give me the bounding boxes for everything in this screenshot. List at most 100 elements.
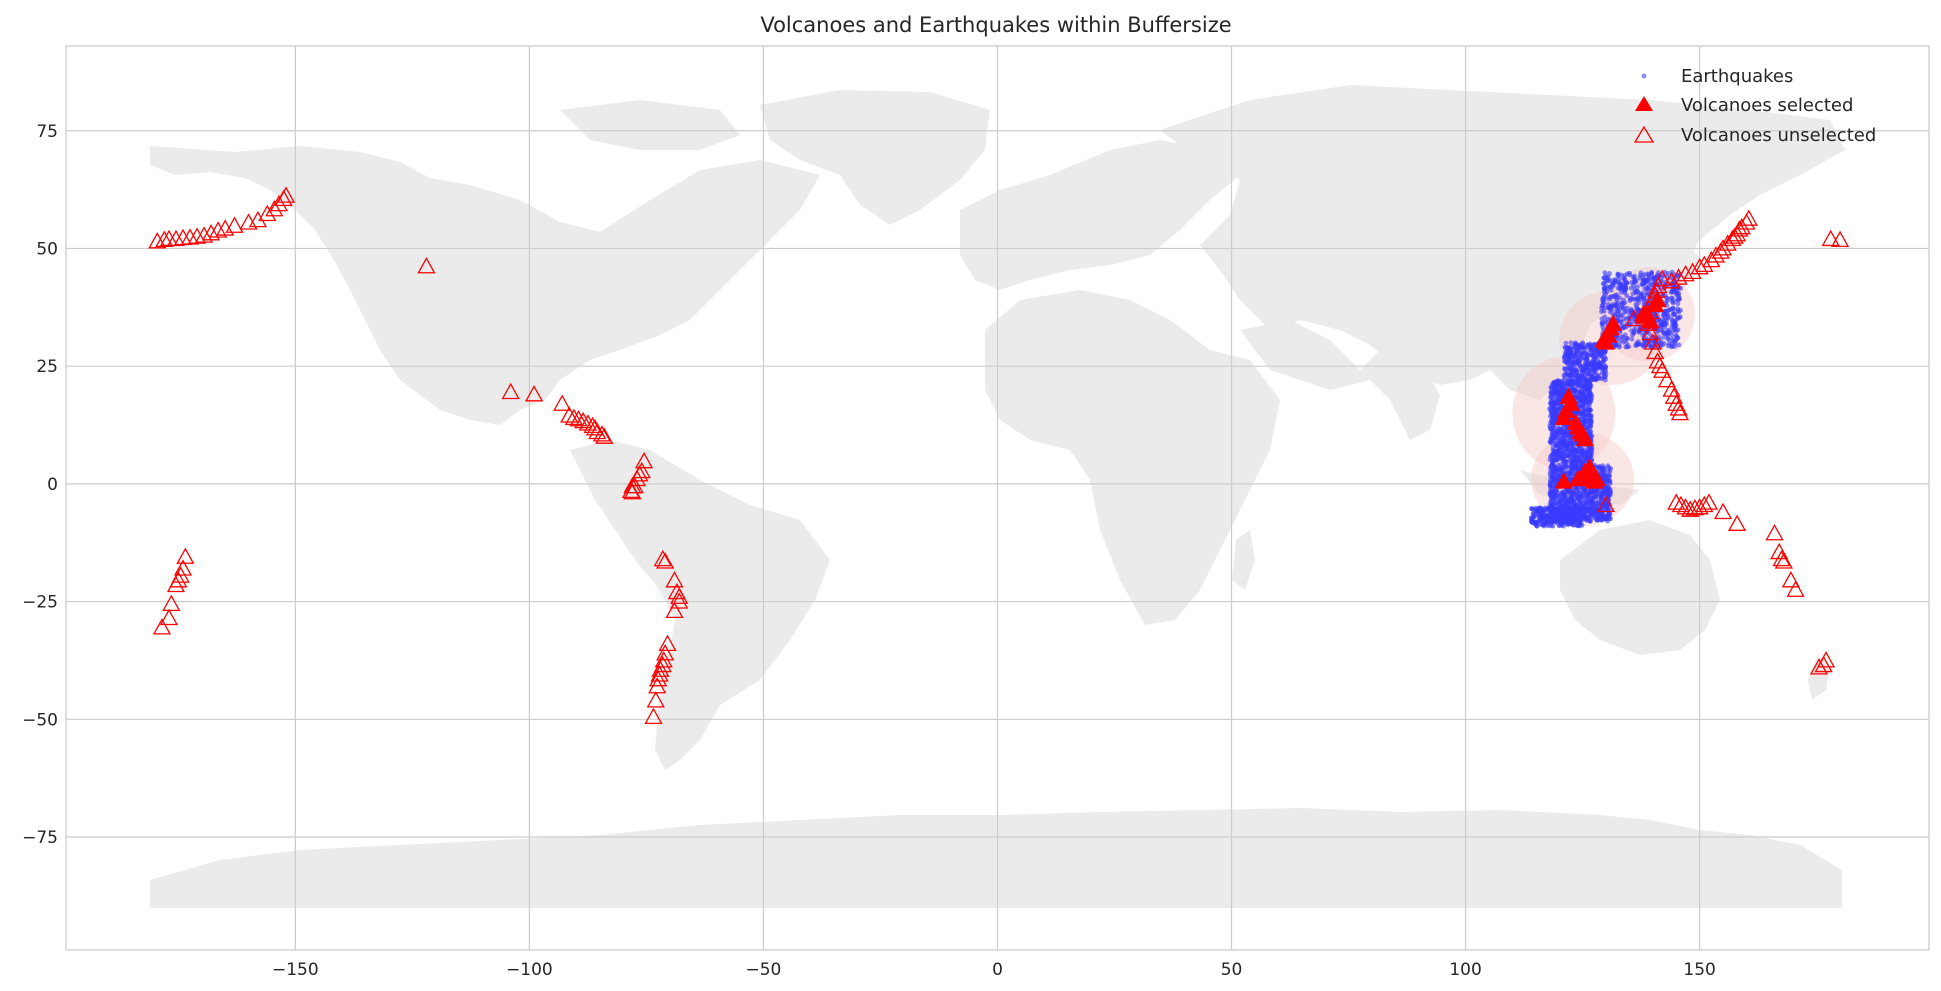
earthquake-point xyxy=(1566,355,1572,361)
earthquake-point xyxy=(1579,368,1585,374)
volcano-unselected-marker xyxy=(265,200,284,217)
earthquake-point xyxy=(1649,271,1654,277)
earthquake-point xyxy=(1529,506,1534,512)
volcano-unselected-marker xyxy=(644,707,663,724)
earthquake-point xyxy=(1602,369,1608,375)
volcano-unselected-marker xyxy=(670,587,689,604)
volcano-unselected-marker xyxy=(248,210,268,228)
earthquake-point xyxy=(1613,313,1619,319)
earthquake-point xyxy=(1594,487,1600,493)
earthquake-point xyxy=(1598,490,1604,496)
earthquake-point xyxy=(1580,340,1586,346)
legend-earthquake-marker xyxy=(1641,73,1647,79)
x-tick-label: 0 xyxy=(992,960,1003,980)
volcano-unselected-marker xyxy=(1699,493,1719,510)
y-tick-label: −25 xyxy=(22,593,58,613)
legend-unselected-label: Volcanoes unselected xyxy=(1681,125,1876,146)
land-arabia-india xyxy=(1240,320,1440,440)
earthquake-point xyxy=(1549,454,1555,460)
volcano-unselected-marker xyxy=(225,216,244,233)
volcano-selected-marker xyxy=(1575,429,1595,447)
earthquake-point xyxy=(1584,509,1590,515)
volcano-unselected-marker xyxy=(155,230,174,248)
x-tick-label: 100 xyxy=(1449,960,1481,980)
earthquake-point xyxy=(1559,451,1565,457)
earthquake-point xyxy=(1629,336,1635,342)
volcano-unselected-marker xyxy=(646,691,665,708)
earthquake-point xyxy=(1651,275,1657,281)
earthquake-point xyxy=(1559,435,1565,441)
earthquake-point xyxy=(1554,500,1559,506)
volcano-unselected-marker xyxy=(1727,514,1747,531)
earthquake-point xyxy=(1556,393,1562,399)
volcano-unselected-marker xyxy=(162,594,181,611)
earthquake-point xyxy=(1632,326,1638,331)
volcano-unselected-marker xyxy=(1732,217,1751,235)
chart-title: Volcanoes and Earthquakes within Buffers… xyxy=(760,13,1231,37)
earthquake-point xyxy=(1577,354,1582,360)
volcano-unselected-marker xyxy=(202,224,221,241)
land-arctic-islands xyxy=(560,100,740,150)
earthquake-point xyxy=(1609,294,1614,300)
earthquake-point xyxy=(1565,379,1571,385)
earthquake-point xyxy=(1552,467,1558,473)
volcano-unselected-marker xyxy=(1713,502,1733,520)
earthquake-point xyxy=(1575,345,1581,350)
earthquake-point xyxy=(1670,305,1676,311)
earthquake-point xyxy=(1559,387,1565,393)
earthquake-point xyxy=(1579,514,1585,519)
x-tick-label: −100 xyxy=(506,960,553,980)
earthquake-point xyxy=(1573,367,1579,373)
land-antarctica xyxy=(150,808,1842,908)
earthquake-point xyxy=(1557,499,1563,505)
earthquake-point xyxy=(1587,431,1593,437)
volcano-unselected-marker xyxy=(180,228,200,245)
volcano-unselected-marker xyxy=(653,549,672,567)
earthquake-point xyxy=(1597,517,1603,523)
earthquake-point xyxy=(1559,426,1565,432)
volcano-unselected-marker xyxy=(1676,265,1695,282)
volcano-unselected-marker xyxy=(1816,651,1836,668)
earthquake-point xyxy=(1614,308,1619,314)
earthquake-point xyxy=(1614,297,1619,303)
volcano-unselected-marker xyxy=(632,461,651,479)
earthquake-point xyxy=(1611,303,1617,309)
earthquake-point xyxy=(1675,306,1681,312)
earthquake-point xyxy=(1543,507,1549,513)
volcano-unselected-marker xyxy=(1676,498,1695,515)
earthquake-point xyxy=(1555,457,1561,463)
earthquake-point xyxy=(1578,382,1584,388)
volcano-unselected-marker xyxy=(1739,209,1758,226)
earthquake-point xyxy=(1549,427,1554,432)
volcano-unselected-marker xyxy=(1781,571,1801,588)
earthquake-point xyxy=(1620,306,1626,312)
earthquake-point xyxy=(1589,445,1595,451)
earthquake-point xyxy=(1552,448,1558,454)
earthquake-point xyxy=(1549,390,1555,396)
earthquake-point xyxy=(1673,333,1679,339)
earthquake-point xyxy=(1574,383,1580,389)
volcano-unselected-marker xyxy=(417,257,436,274)
earthquake-point xyxy=(1662,321,1668,326)
earthquake-point xyxy=(1549,458,1555,464)
volcano-unselected-marker xyxy=(1830,230,1850,248)
y-tick-label: −75 xyxy=(22,828,58,848)
earthquake-point xyxy=(1569,380,1575,386)
earthquake-point xyxy=(1620,312,1625,318)
earthquake-point xyxy=(1562,520,1568,526)
x-tick-label: 50 xyxy=(1221,960,1243,980)
earthquake-point xyxy=(1601,281,1607,286)
earthquake-point xyxy=(1567,453,1573,459)
volcano-unselected-marker xyxy=(176,547,195,564)
volcano-unselected-marker xyxy=(1670,403,1690,421)
earthquake-point xyxy=(1589,495,1595,501)
volcano-unselected-marker xyxy=(1664,387,1683,404)
earthquake-point xyxy=(1601,289,1607,295)
earthquake-point xyxy=(1666,341,1672,347)
volcano-unselected-marker xyxy=(187,227,207,244)
earthquake-point xyxy=(1565,516,1571,522)
volcano-unselected-marker xyxy=(1653,361,1672,378)
volcano-unselected-marker xyxy=(1723,229,1742,247)
earthquake-point xyxy=(1554,509,1560,515)
earthquake-point xyxy=(1584,371,1590,376)
